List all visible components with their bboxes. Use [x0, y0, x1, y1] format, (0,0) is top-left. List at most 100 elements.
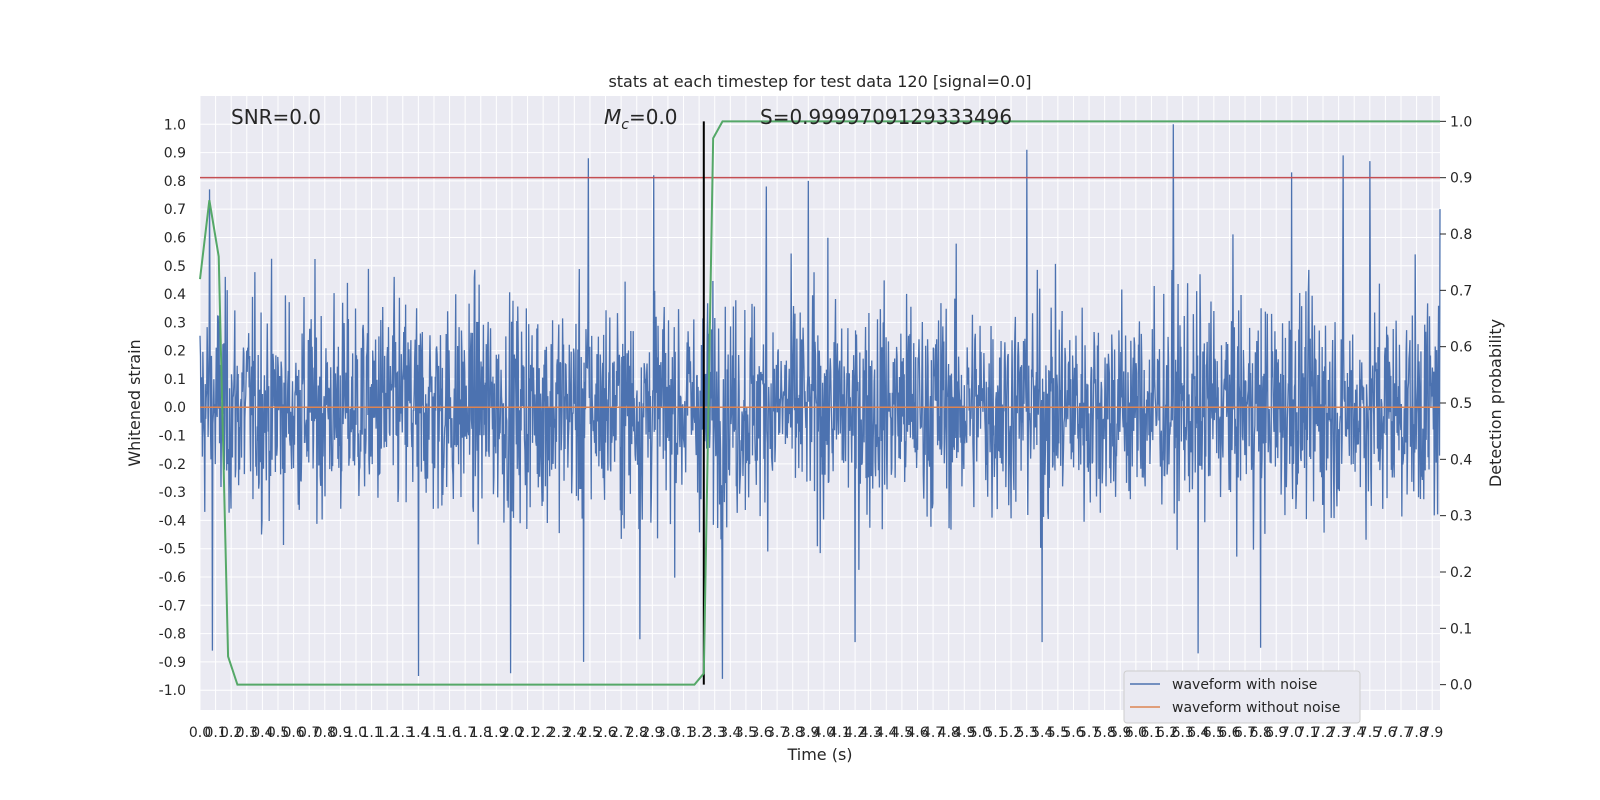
y-tick-label: 1.0	[164, 117, 186, 133]
y-tick-label: -0.9	[159, 655, 186, 671]
annotation-mc-subscript: c	[621, 117, 629, 133]
x-tick-label: 5.5	[1047, 725, 1069, 741]
x-tick-label: 5.3	[1016, 725, 1038, 741]
series-detection-probability	[199, 120, 1440, 686]
y2-axis-label: Detection probability	[1486, 319, 1505, 487]
y-tick-label: -0.8	[159, 627, 186, 643]
y-axis-label: Whitened strain	[125, 339, 144, 466]
y2-tick-label: 0.9	[1450, 171, 1472, 187]
legend-box	[1123, 670, 1361, 724]
x-tick-label: 4.0	[813, 725, 835, 741]
x-tick-label: 4.5	[891, 725, 913, 741]
x-tick-label: 1.5	[423, 725, 445, 741]
x-tick-label: 5.1	[984, 725, 1006, 741]
x-tick-label: 7.4	[1343, 725, 1365, 741]
series-waveform-with-noise	[199, 124, 1441, 679]
x-tick-label: 1.3	[392, 725, 414, 741]
y-tick-label: 0.4	[164, 287, 186, 303]
x-tick-label: 2.0	[501, 725, 523, 741]
x-tick-label: 1.4	[407, 725, 429, 741]
x-tick-label: 0.6	[282, 725, 304, 741]
y-tick-label: -0.3	[159, 485, 186, 501]
x-tick-label: 3.4	[719, 725, 741, 741]
x-tick-label: 4.1	[828, 725, 850, 741]
y-tick-label: -0.4	[159, 513, 186, 529]
x-tick-label: 4.7	[922, 725, 944, 741]
x-tick-label: 6.8	[1249, 725, 1271, 741]
x-tick-label: 0.9	[329, 725, 351, 741]
x-tick-label: 5.0	[969, 725, 991, 741]
x-tick-label: 1.6	[438, 725, 460, 741]
y2-tick-label: 0.0	[1450, 678, 1472, 694]
x-tick-label: 3.9	[797, 725, 819, 741]
x-tick-label: 0.8	[314, 725, 336, 741]
x-axis-label: Time (s)	[786, 745, 852, 764]
x-tick-label: 6.9	[1265, 725, 1287, 741]
legend: waveform with noise waveform without noi…	[1123, 670, 1361, 724]
x-tick-label: 6.0	[1125, 725, 1147, 741]
x-tick-label: 6.2	[1156, 725, 1178, 741]
x-tick-label: 3.6	[750, 725, 772, 741]
y2-tick-label: 1.0	[1450, 114, 1472, 130]
y-tick-label: 0.6	[164, 230, 186, 246]
x-axis: 0.00.10.20.30.40.50.60.70.80.91.01.11.21…	[189, 725, 1443, 741]
annotation-mc-symbol: M	[604, 105, 621, 129]
x-tick-label: 4.4	[875, 725, 897, 741]
annotation-s: S=0.9999709129333496	[760, 105, 1012, 129]
y-tick-label: 0.7	[164, 202, 186, 218]
y-tick-label: 0.9	[164, 146, 186, 162]
x-tick-label: 0.3	[236, 725, 258, 741]
y-tick-label: -0.2	[159, 457, 186, 473]
y-axis-left: -1.0 -0.9 -0.8 -0.7 -0.6 -0.5 -0.4 -0.3 -0.2 -0.1…	[159, 117, 186, 699]
y2-tick-label: 0.2	[1450, 565, 1472, 581]
x-tick-label: 3.0	[657, 725, 679, 741]
y-tick-label: -1.0	[159, 683, 186, 699]
x-tick-label: 7.9	[1421, 725, 1443, 741]
y-tick-label: 0.0	[164, 400, 186, 416]
x-tick-label: 2.2	[532, 725, 554, 741]
x-tick-label: 2.1	[516, 725, 538, 741]
x-tick-label: 7.1	[1296, 725, 1318, 741]
x-tick-label: 0.0	[189, 725, 211, 741]
x-tick-label: 7.7	[1390, 725, 1412, 741]
y-tick-label: -0.6	[159, 570, 186, 586]
x-tick-label: 4.6	[906, 725, 928, 741]
x-tick-label: 7.2	[1312, 725, 1334, 741]
y-axis-right: 0.0 0.1 0.2 0.3 0.4 0.5 0.6 0.7 0.8 0.9 1.0	[1440, 114, 1472, 694]
y2-tick-label: 0.7	[1450, 283, 1472, 299]
x-tick-label: 6.5	[1203, 725, 1225, 741]
x-tick-label: 7.5	[1359, 725, 1381, 741]
y2-tick-label: 0.3	[1450, 509, 1472, 525]
y2-tick-label: 0.8	[1450, 227, 1472, 243]
x-tick-label: 2.7	[610, 725, 632, 741]
y-tick-label: -0.7	[159, 598, 186, 614]
x-tick-label: 4.8	[938, 725, 960, 741]
legend-label-waveform-without-noise: waveform without noise	[1172, 700, 1340, 716]
x-tick-label: 3.3	[704, 725, 726, 741]
y2-tick-label: 0.6	[1450, 340, 1472, 356]
x-tick-label: 3.8	[782, 725, 804, 741]
x-tick-label: 0.5	[267, 725, 289, 741]
x-tick-label: 3.1	[672, 725, 694, 741]
x-tick-label: 5.4	[1031, 725, 1053, 741]
y-tick-label: -0.5	[159, 542, 186, 558]
x-tick-label: 1.7	[454, 725, 476, 741]
x-tick-label: 5.7	[1078, 725, 1100, 741]
x-tick-label: 7.0	[1281, 725, 1303, 741]
x-tick-label: 1.8	[470, 725, 492, 741]
chart-title: stats at each timestep for test data 120…	[608, 72, 1031, 91]
y2-tick-label: 0.4	[1450, 452, 1472, 468]
y-tick-label: 0.5	[164, 259, 186, 275]
y-tick-label: 0.8	[164, 174, 186, 190]
x-tick-label: 0.4	[251, 725, 273, 741]
x-tick-label: 4.3	[860, 725, 882, 741]
x-tick-label: 5.6	[1062, 725, 1084, 741]
x-tick-label: 2.6	[594, 725, 616, 741]
x-tick-label: 5.8	[1094, 725, 1116, 741]
x-tick-label: 0.1	[204, 725, 226, 741]
y-tick-label: -0.1	[159, 429, 186, 445]
annotation-snr: SNR=0.0	[231, 105, 321, 129]
x-tick-label: 5.2	[1000, 725, 1022, 741]
x-tick-label: 6.7	[1234, 725, 1256, 741]
